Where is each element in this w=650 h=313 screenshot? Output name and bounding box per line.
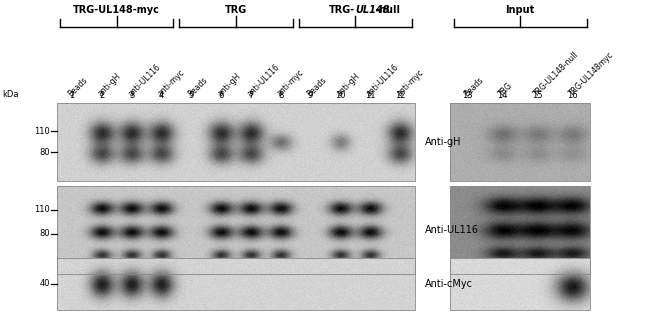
Text: Beads: Beads — [462, 75, 485, 98]
Text: TRG-UL148-null: TRG-UL148-null — [532, 49, 580, 98]
Text: anti-gH: anti-gH — [335, 72, 361, 98]
Text: TRG-UL148myc: TRG-UL148myc — [567, 50, 615, 98]
Text: 40: 40 — [40, 280, 50, 289]
Bar — [450, 186, 590, 274]
Bar — [450, 103, 590, 181]
Text: 11: 11 — [365, 91, 376, 100]
Text: 2: 2 — [99, 91, 105, 100]
Text: 6: 6 — [218, 91, 224, 100]
Text: TRG: TRG — [225, 5, 247, 15]
Text: 5: 5 — [188, 91, 194, 100]
Text: 110: 110 — [34, 126, 50, 136]
Text: Beads: Beads — [186, 75, 209, 98]
Bar — [57, 103, 415, 181]
Text: anti-UL116: anti-UL116 — [365, 62, 401, 98]
Text: Input: Input — [506, 5, 534, 15]
Text: Beads: Beads — [306, 75, 328, 98]
Text: 12: 12 — [395, 91, 406, 100]
Text: TRG-UL148-myc: TRG-UL148-myc — [73, 5, 160, 15]
Text: -null: -null — [375, 5, 400, 15]
Text: 80: 80 — [40, 229, 50, 238]
Text: 9: 9 — [308, 91, 313, 100]
Text: 80: 80 — [40, 148, 50, 156]
Text: anti-myc: anti-myc — [395, 68, 425, 98]
Text: Beads: Beads — [66, 75, 90, 98]
Bar — [450, 258, 590, 310]
Text: 10: 10 — [335, 91, 346, 100]
Text: TRG-: TRG- — [329, 5, 356, 15]
Text: 14: 14 — [497, 91, 508, 100]
Text: anti-gH: anti-gH — [96, 72, 123, 98]
Text: Anti-UL116: Anti-UL116 — [425, 225, 479, 235]
Text: 15: 15 — [532, 91, 543, 100]
Bar — [57, 258, 415, 310]
Text: anti-myc: anti-myc — [276, 68, 305, 98]
Text: TRG: TRG — [497, 80, 515, 98]
Text: 16: 16 — [567, 91, 578, 100]
Text: 1: 1 — [70, 91, 75, 100]
Text: 8: 8 — [278, 91, 283, 100]
Text: anti-gH: anti-gH — [216, 72, 242, 98]
Text: 4: 4 — [159, 91, 164, 100]
Text: anti-UL116: anti-UL116 — [126, 62, 162, 98]
Text: UL148: UL148 — [356, 5, 390, 15]
Bar — [57, 186, 415, 274]
Text: kDa: kDa — [2, 90, 18, 99]
Text: anti-myc: anti-myc — [156, 68, 187, 98]
Text: 3: 3 — [129, 91, 135, 100]
Text: Anti-cMyc: Anti-cMyc — [425, 279, 473, 289]
Text: 110: 110 — [34, 205, 50, 214]
Text: 7: 7 — [248, 91, 254, 100]
Text: anti-UL116: anti-UL116 — [246, 62, 281, 98]
Text: 13: 13 — [462, 91, 473, 100]
Text: Anti-gH: Anti-gH — [425, 137, 462, 147]
